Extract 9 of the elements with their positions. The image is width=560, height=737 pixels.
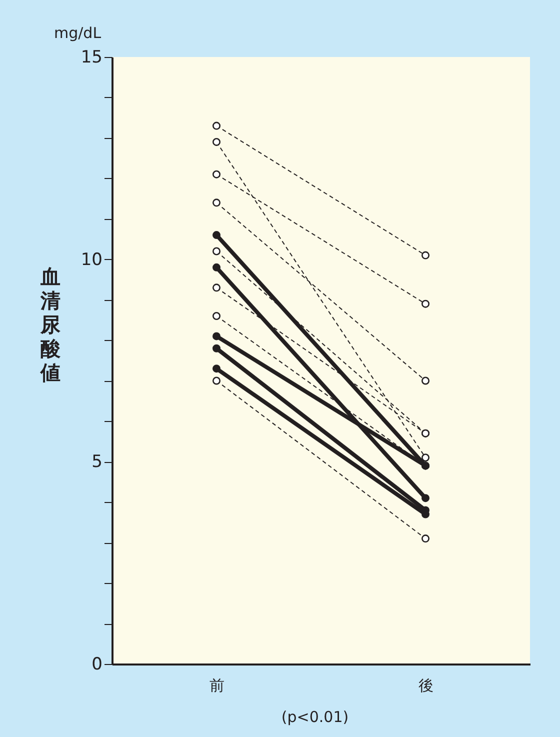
y-tick-label: 5 xyxy=(92,452,102,472)
text: (p<0.01) xyxy=(281,708,349,726)
y-tick-label: 0 xyxy=(92,654,102,674)
y-axis-title: 血清尿酸値 xyxy=(40,264,62,384)
text: mg/dL xyxy=(54,24,102,42)
y-tick-label: 15 xyxy=(80,48,102,68)
y-tick-label: 10 xyxy=(80,250,102,270)
x-tick-label: 前 xyxy=(210,676,224,694)
x-tick-label: 後 xyxy=(418,676,434,694)
